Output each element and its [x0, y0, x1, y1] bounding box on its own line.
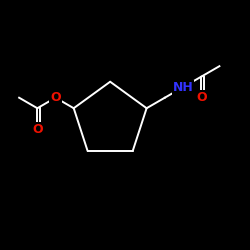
Text: O: O: [50, 91, 61, 104]
Text: O: O: [32, 123, 43, 136]
Text: O: O: [196, 91, 206, 104]
Text: NH: NH: [173, 81, 194, 94]
